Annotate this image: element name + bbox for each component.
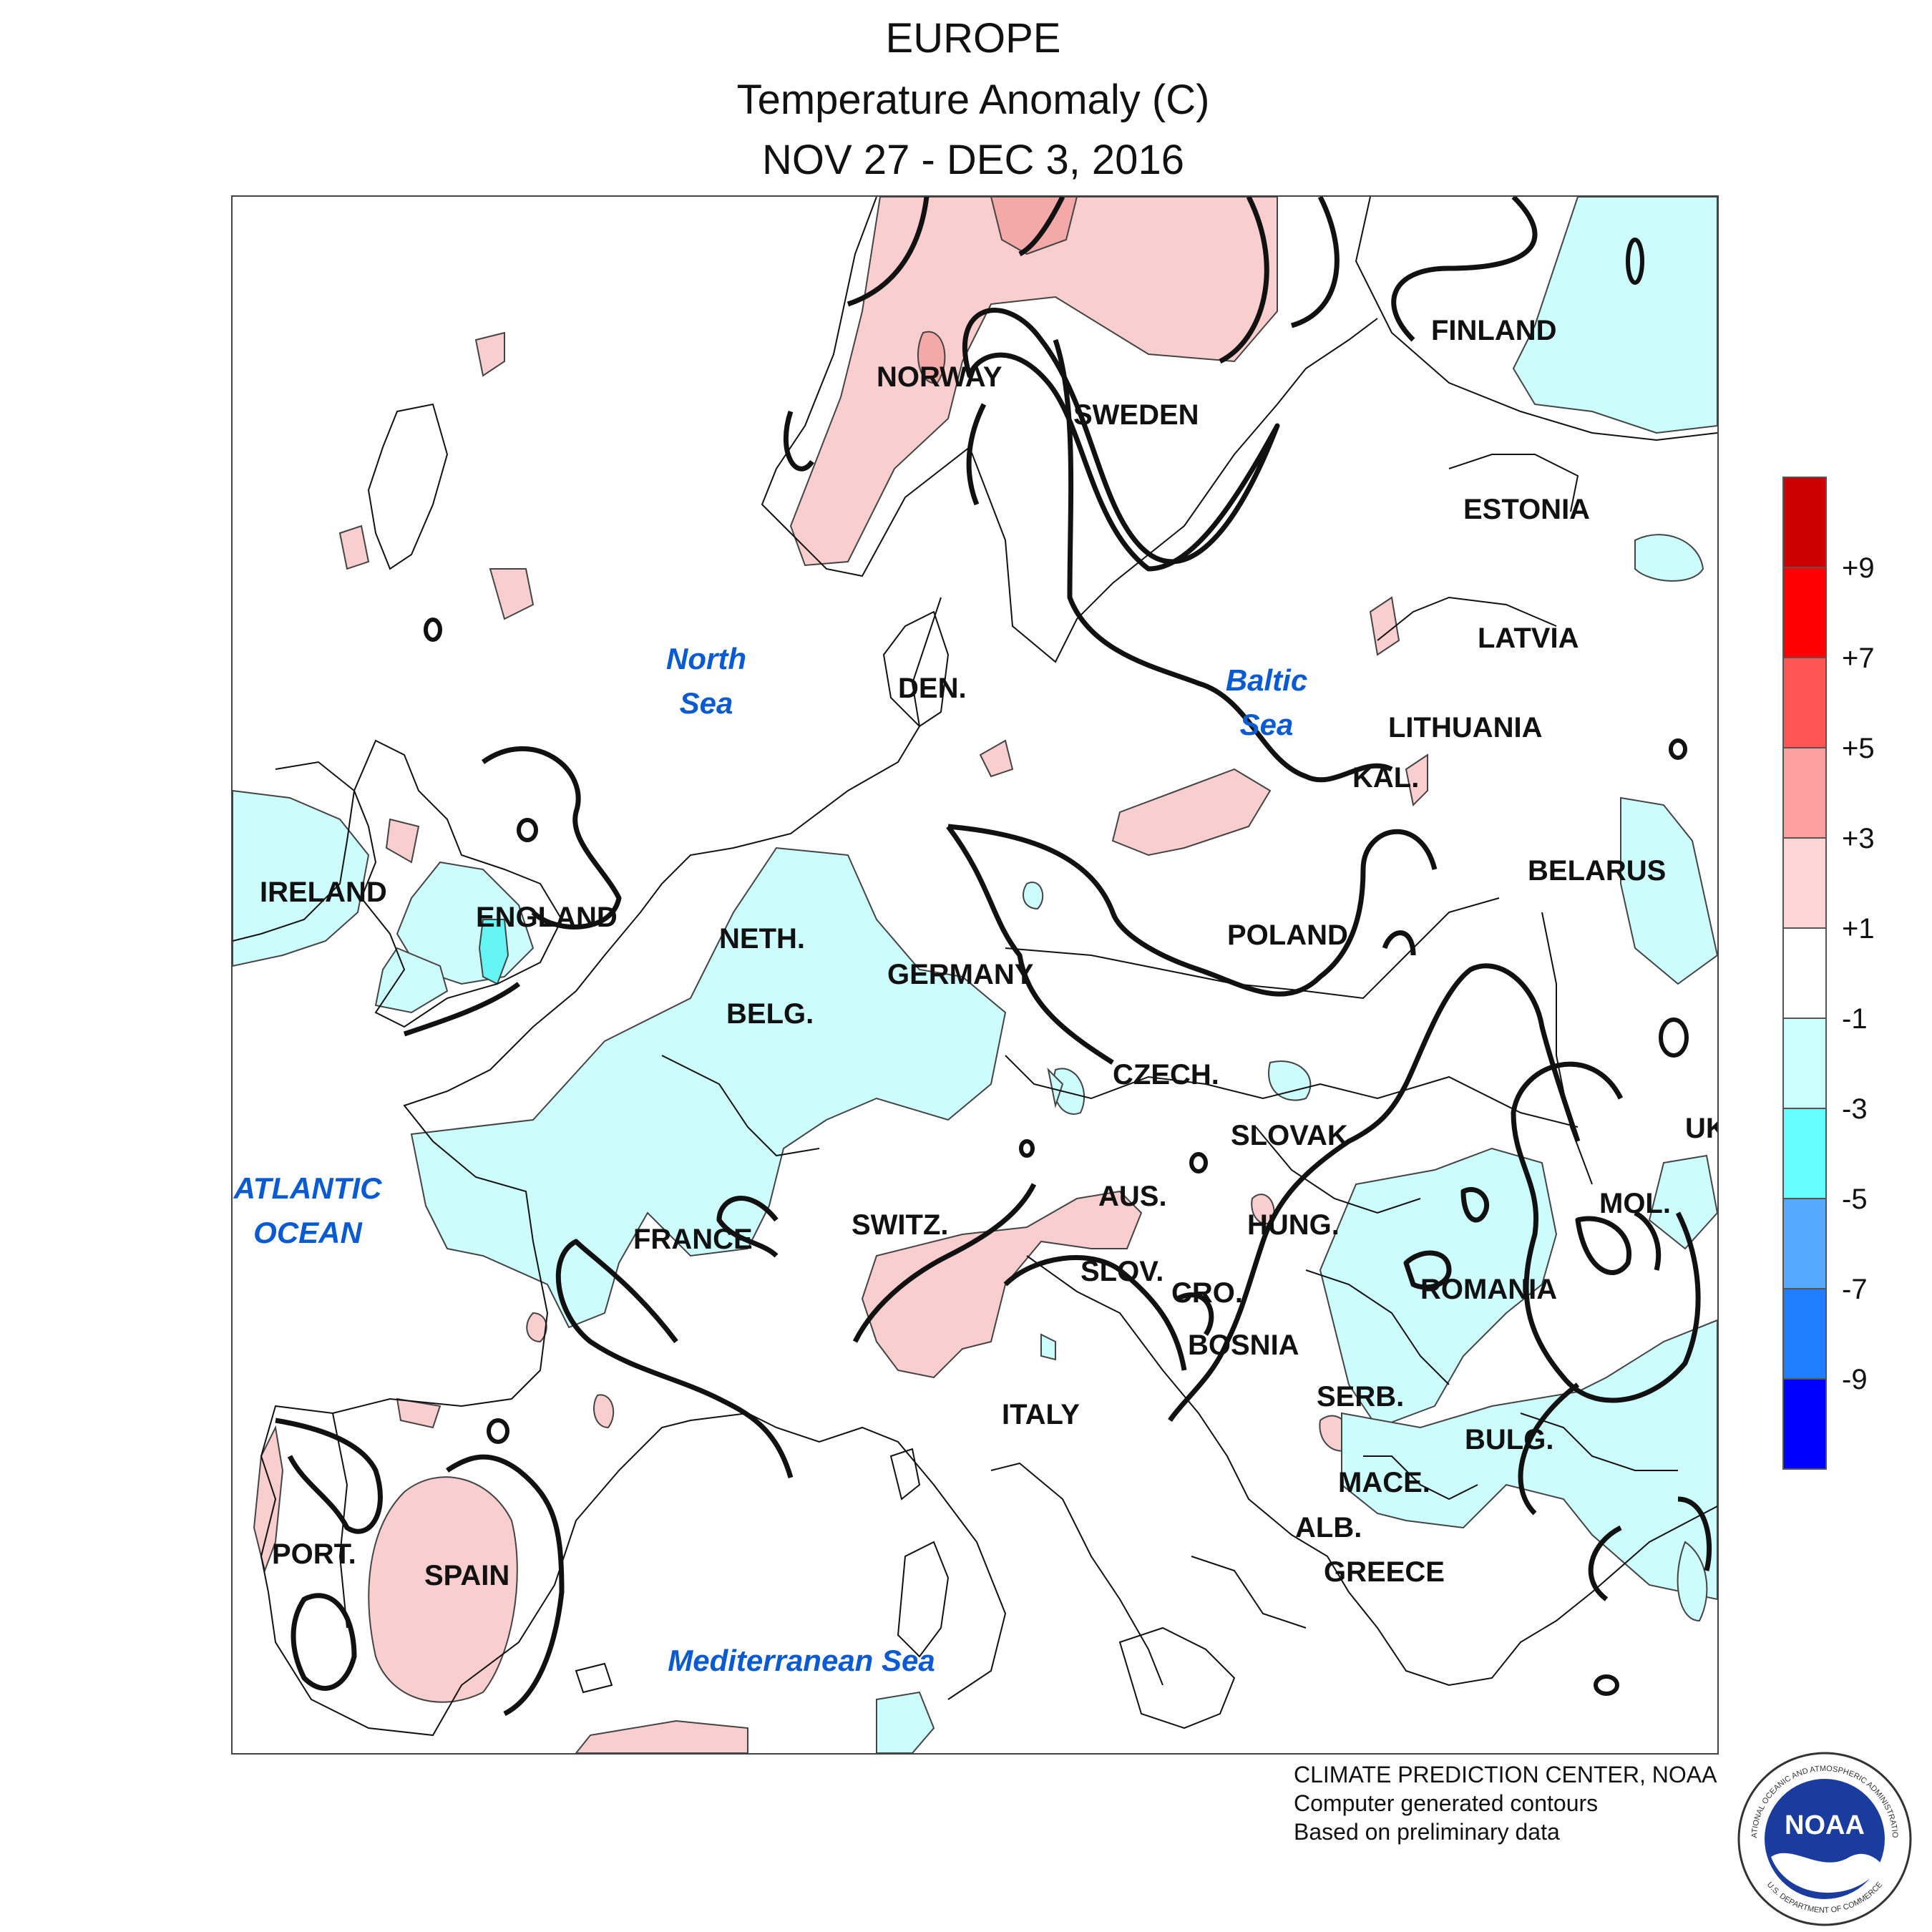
legend-box-6 <box>1782 1018 1827 1109</box>
zero-contour-lines <box>275 197 1712 1717</box>
label-neth: NETH. <box>719 923 805 955</box>
legend-label-3: +3 <box>1842 823 1875 854</box>
map-date-range: NOV 27 - DEC 3, 2016 <box>762 137 1184 183</box>
temperature-anomaly-map: FINLAND NORWAY SWEDEN ESTONIA LATVIA LIT… <box>231 195 1719 1755</box>
label-serb: SERB. <box>1317 1381 1404 1413</box>
color-legend: +9 +7 +5 +3 +1 -1 -3 -5 -7 -9 <box>1782 477 1875 1470</box>
legend-box-4 <box>1782 837 1827 929</box>
noaa-logo-text: NOAA <box>1785 1810 1865 1840</box>
label-baltic-1: Baltic <box>1226 663 1307 697</box>
label-slov: SLOV. <box>1080 1256 1163 1287</box>
legend-label-0: +9 <box>1842 552 1875 584</box>
wales-cool-area <box>374 947 449 1014</box>
legend-label-4: +1 <box>1842 913 1875 945</box>
cool-anomaly-areas <box>233 197 1717 1753</box>
water-labels: North Sea Baltic Sea ATLANTIC OCEAN Medi… <box>233 642 1308 1677</box>
label-den: DEN. <box>898 673 967 704</box>
label-atlantic-2: OCEAN <box>253 1216 363 1249</box>
legend-label-5: -1 <box>1842 1003 1868 1035</box>
label-estonia: ESTONIA <box>1463 494 1590 525</box>
legend-box-3 <box>1782 747 1827 839</box>
label-port: PORT. <box>272 1538 356 1570</box>
legend-box-0 <box>1782 477 1827 568</box>
label-spain: SPAIN <box>424 1560 509 1591</box>
label-baltic-2: Sea <box>1240 708 1294 741</box>
label-bosnia: BOSNIA <box>1188 1330 1299 1361</box>
legend-box-5 <box>1782 927 1827 1019</box>
label-norway: NORWAY <box>877 361 1002 393</box>
alps-warm-area <box>861 1190 1143 1379</box>
label-atlantic-1: ATLANTIC <box>233 1171 383 1205</box>
label-mediterranean: Mediterranean Sea <box>668 1644 935 1677</box>
greece-cool-area <box>1341 1319 1717 1601</box>
label-lithuania: LITHUANIA <box>1388 712 1543 743</box>
belarus-cool-area <box>1620 796 1717 985</box>
label-italy: ITALY <box>1002 1399 1080 1430</box>
label-uk: UK <box>1685 1113 1719 1144</box>
warm-anomaly-areas <box>253 197 1428 1753</box>
label-bulg: BULG. <box>1465 1424 1553 1455</box>
coastlines-and-borders <box>233 197 1717 1737</box>
label-kal: KAL. <box>1352 762 1419 794</box>
map-title: EUROPE <box>885 15 1061 62</box>
label-mol: MOL. <box>1599 1188 1671 1219</box>
contour-rings <box>424 238 1689 1696</box>
label-belg: BELG. <box>726 998 814 1030</box>
label-germany: GERMANY <box>887 959 1034 990</box>
norway-warm-area <box>789 197 1278 567</box>
legend-label-1: +7 <box>1842 643 1875 674</box>
legend-labels: +9 +7 +5 +3 +1 -1 -3 -5 -7 -9 <box>1842 552 1875 1395</box>
label-north-sea-2: Sea <box>680 686 733 720</box>
label-czech: CZECH. <box>1113 1059 1219 1091</box>
country-labels: FINLAND NORWAY SWEDEN ESTONIA LATVIA LIT… <box>260 315 1719 1591</box>
label-hung: HUNG. <box>1247 1209 1340 1241</box>
legend-label-6: -3 <box>1842 1093 1868 1125</box>
legend-label-2: +5 <box>1842 733 1875 764</box>
ireland-cool-area <box>233 789 370 967</box>
noaa-bird-icon <box>1771 1853 1882 1893</box>
map-subtitle: Temperature Anomaly (C) <box>736 77 1210 123</box>
label-france: FRANCE <box>633 1224 753 1255</box>
label-alb: ALB. <box>1295 1512 1362 1543</box>
label-cro: CRO. <box>1171 1277 1243 1309</box>
credit-line-3: Based on preliminary data <box>1294 1819 1560 1845</box>
label-sweden: SWEDEN <box>1073 399 1199 431</box>
legend-label-8: -7 <box>1842 1274 1868 1305</box>
label-mace: MACE. <box>1338 1467 1430 1498</box>
label-belarus: BELARUS <box>1528 855 1666 887</box>
label-ireland: IRELAND <box>260 877 387 908</box>
label-finland: FINLAND <box>1431 315 1557 346</box>
label-switz: SWITZ. <box>852 1209 949 1241</box>
legend-label-9: -9 <box>1842 1364 1868 1395</box>
poland-coast-warm-area <box>1111 768 1272 857</box>
legend-box-7 <box>1782 1108 1827 1199</box>
label-poland: POLAND <box>1227 919 1348 951</box>
label-slovak: SLOVAK <box>1231 1120 1348 1151</box>
label-romania: ROMANIA <box>1420 1274 1557 1305</box>
label-latvia: LATVIA <box>1478 623 1579 654</box>
credit-line-1: CLIMATE PREDICTION CENTER, NOAA <box>1294 1762 1717 1787</box>
legend-box-8 <box>1782 1198 1827 1289</box>
label-aus: AUS. <box>1098 1181 1167 1212</box>
finland-cool-area <box>1512 197 1717 434</box>
credit-line-2: Computer generated contours <box>1294 1790 1599 1816</box>
legend-box-10 <box>1782 1378 1827 1470</box>
legend-box-2 <box>1782 657 1827 748</box>
legend-box-9 <box>1782 1288 1827 1380</box>
france-germany-cool-area <box>410 847 1007 1329</box>
spain-warm-area <box>368 1476 518 1703</box>
label-north-sea-1: North <box>666 642 746 675</box>
balkans-cool-area <box>1319 1147 1558 1429</box>
legend-color-boxes <box>1782 477 1827 1470</box>
legend-label-7: -5 <box>1842 1184 1868 1215</box>
legend-box-1 <box>1782 567 1827 658</box>
label-greece: GREECE <box>1324 1556 1445 1588</box>
noaa-logo: NOAA NATIONAL OCEANIC AND ATMOSPHERIC AD… <box>1735 1750 1912 1926</box>
label-england: ENGLAND <box>476 902 618 933</box>
